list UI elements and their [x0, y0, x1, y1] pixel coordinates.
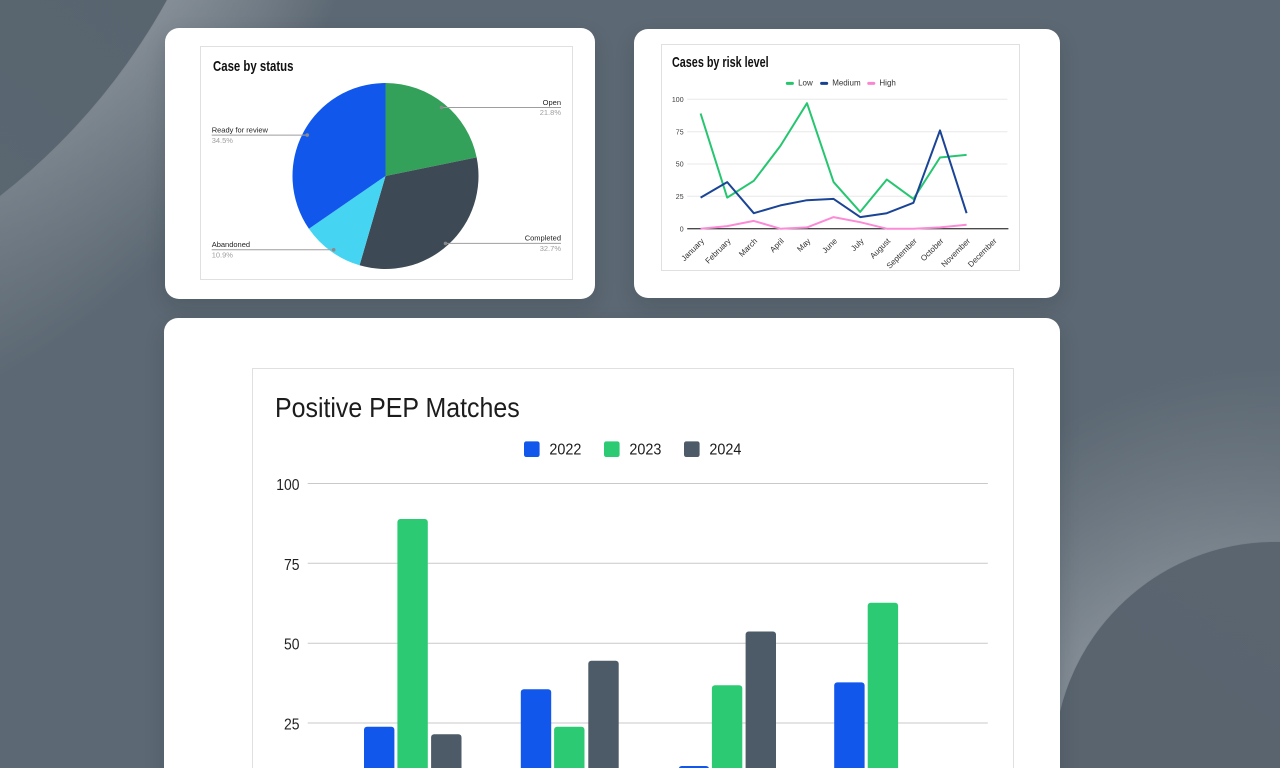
- svg-text:February: February: [704, 237, 733, 266]
- svg-text:High: High: [879, 78, 895, 87]
- svg-text:2022: 2022: [549, 442, 581, 459]
- svg-text:100: 100: [276, 477, 299, 494]
- svg-text:Ready for review: Ready for review: [212, 125, 269, 134]
- svg-text:2023: 2023: [629, 442, 661, 459]
- svg-text:October: October: [919, 236, 946, 263]
- svg-text:21.8%: 21.8%: [540, 108, 562, 117]
- svg-text:2024: 2024: [709, 442, 741, 459]
- svg-text:25: 25: [676, 194, 684, 201]
- svg-text:75: 75: [284, 557, 300, 574]
- svg-text:Medium: Medium: [832, 78, 861, 87]
- svg-text:August: August: [868, 236, 893, 261]
- svg-text:25: 25: [284, 717, 300, 734]
- svg-text:Completed: Completed: [525, 234, 561, 243]
- svg-text:50: 50: [676, 162, 684, 169]
- svg-text:April: April: [768, 236, 786, 254]
- svg-text:March: March: [737, 237, 759, 259]
- svg-text:December: December: [966, 236, 999, 269]
- svg-text:July: July: [849, 237, 865, 253]
- svg-text:May: May: [795, 237, 812, 254]
- svg-text:50: 50: [284, 637, 300, 654]
- svg-text:34.5%: 34.5%: [212, 136, 234, 145]
- svg-text:Abandoned: Abandoned: [212, 240, 250, 249]
- svg-text:Low: Low: [798, 78, 813, 87]
- svg-text:100: 100: [672, 97, 684, 104]
- svg-text:June: June: [820, 236, 839, 255]
- svg-text:75: 75: [676, 129, 684, 136]
- svg-text:32.7%: 32.7%: [540, 244, 562, 253]
- svg-text:10.9%: 10.9%: [212, 251, 234, 260]
- svg-text:0: 0: [680, 226, 684, 233]
- svg-text:January: January: [680, 237, 706, 263]
- svg-text:Open: Open: [543, 98, 561, 107]
